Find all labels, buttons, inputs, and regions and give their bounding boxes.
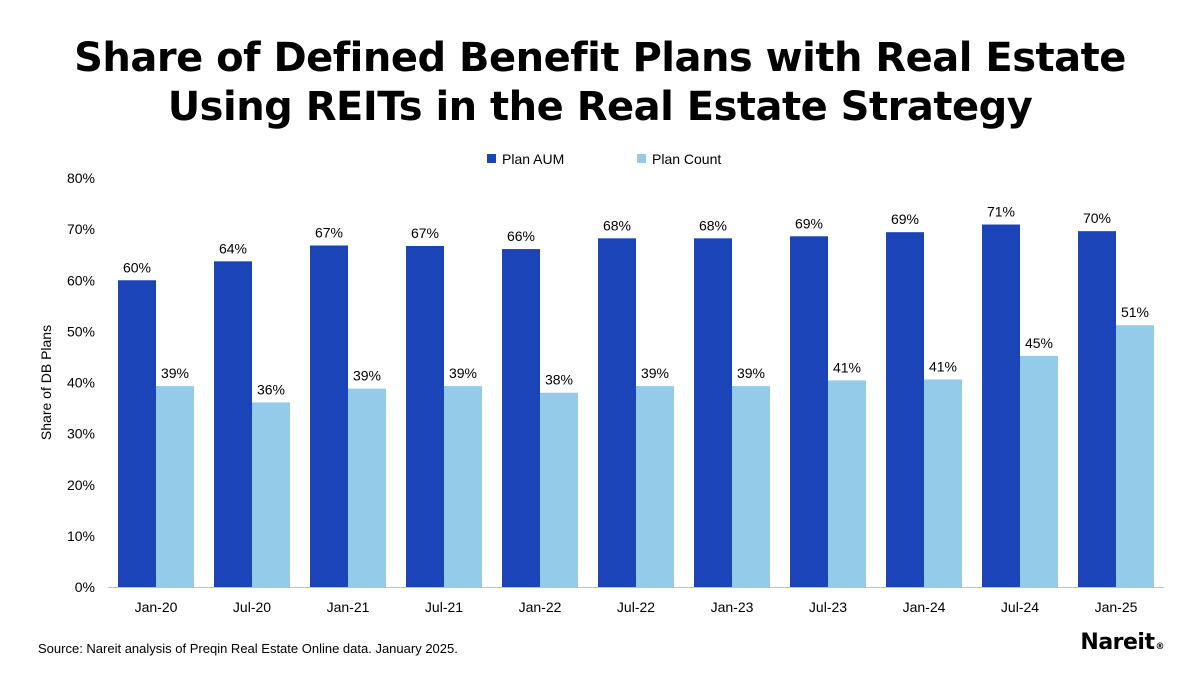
data-label-plan-count: 38% — [545, 372, 573, 388]
y-tick-label: 40% — [67, 375, 95, 391]
data-label-plan-aum: 68% — [603, 217, 631, 233]
x-tick-label: Jul-23 — [809, 599, 847, 615]
category-group-Jul-21: 67% 39% — [406, 225, 482, 587]
bar-plan-count — [348, 388, 386, 587]
data-label-plan-count: 39% — [161, 365, 189, 381]
logo-text: Nareit — [1080, 630, 1155, 655]
category-group-Jan-21: 67% 39% — [310, 224, 386, 588]
bar-plan-aum — [982, 224, 1020, 587]
x-tick-label: Jan-25 — [1095, 599, 1138, 615]
bars: 60% 39% 64% 36% 67% 39% 67% 39% 66% 38% 68% 39% 68% 3… — [118, 204, 1154, 588]
category-group-Jan-24: 69% 41% — [886, 211, 962, 587]
bar-plan-aum — [406, 245, 444, 587]
x-tick-label: Jul-20 — [233, 599, 271, 615]
bar-plan-count — [1116, 325, 1154, 587]
y-axis-title: Share of DB Plans — [38, 325, 54, 440]
chart-title-line-2: Using REITs in the Real Estate Strategy — [167, 84, 1033, 130]
bar-plan-count — [156, 386, 194, 587]
category-group-Jan-25: 70% 51% — [1078, 210, 1154, 588]
y-tick-label: 30% — [67, 426, 95, 442]
y-tick-label: 50% — [67, 323, 95, 339]
bar-plan-aum — [598, 238, 636, 587]
data-label-plan-aum: 70% — [1083, 210, 1111, 226]
data-label-plan-aum: 67% — [315, 224, 343, 240]
x-tick-label: Jan-21 — [327, 599, 370, 615]
data-label-plan-count: 51% — [1121, 304, 1149, 320]
chart-title: Share of Defined Benefit Plans with Real… — [0, 34, 1200, 132]
data-label-plan-count: 39% — [449, 365, 477, 381]
y-tick-label: 20% — [67, 477, 95, 493]
x-tick-label: Jul-22 — [617, 599, 655, 615]
y-tick-label: 60% — [67, 272, 95, 288]
data-label-plan-count: 39% — [641, 365, 669, 381]
category-group-Jul-24: 71% 45% — [982, 204, 1058, 587]
data-label-plan-aum: 68% — [699, 217, 727, 233]
y-tick-label: 10% — [67, 528, 95, 544]
data-label-plan-count: 39% — [353, 368, 381, 384]
x-tick-label: Jan-20 — [135, 599, 178, 615]
category-group-Jul-22: 68% 39% — [598, 217, 674, 587]
bar-plan-count — [252, 402, 290, 587]
data-label-plan-count: 39% — [737, 365, 765, 381]
registered-mark-icon: ® — [1155, 642, 1165, 652]
nareit-logo: Nareit® — [1080, 630, 1164, 655]
bar-plan-aum — [502, 249, 540, 587]
x-tick-label: Jan-24 — [903, 599, 946, 615]
x-tick-label: Jan-22 — [519, 599, 562, 615]
bar-plan-count — [828, 380, 866, 587]
data-label-plan-count: 41% — [833, 359, 861, 375]
bar-plan-count — [924, 379, 962, 587]
data-label-plan-aum: 66% — [507, 228, 535, 244]
bar-plan-aum — [886, 232, 924, 587]
legend-item-plan-count: Plan Count — [637, 151, 721, 167]
source-note: Source: Nareit analysis of Preqin Real E… — [38, 641, 458, 656]
x-tick-label: Jul-24 — [1001, 599, 1039, 615]
category-group-Jan-22: 66% 38% — [502, 228, 578, 587]
bar-plan-count — [1020, 355, 1058, 587]
legend-swatch — [487, 154, 496, 163]
legend-label: Plan AUM — [502, 151, 564, 167]
y-tick-label: 70% — [67, 221, 95, 237]
bar-plan-aum — [694, 238, 732, 587]
chart-title-line-1: Share of Defined Benefit Plans with Real… — [74, 35, 1126, 81]
legend: Plan AUM Plan Count — [487, 151, 721, 167]
x-tick-label: Jan-23 — [711, 599, 754, 615]
data-label-plan-aum: 67% — [411, 225, 439, 241]
data-label-plan-count: 41% — [929, 358, 957, 374]
data-label-plan-aum: 71% — [987, 204, 1015, 220]
bar-plan-aum — [214, 261, 252, 587]
bar-plan-count — [732, 386, 770, 587]
category-group-Jul-23: 69% 41% — [790, 215, 866, 587]
category-group-Jul-20: 64% 36% — [214, 240, 290, 587]
x-tick-label: Jul-21 — [425, 599, 463, 615]
legend-label: Plan Count — [652, 151, 721, 167]
y-tick-label: 80% — [67, 170, 95, 186]
bar-plan-aum — [1078, 231, 1116, 588]
data-label-plan-aum: 69% — [891, 211, 919, 227]
y-axis: 0% 10% 20% 30% 40% 50% 60% 70% 80% Share of DB Pl… — [38, 170, 95, 595]
data-label-plan-count: 36% — [257, 381, 285, 397]
data-label-plan-aum: 60% — [123, 259, 151, 275]
category-group-Jan-23: 68% 39% — [694, 217, 770, 587]
category-group-Jan-20: 60% 39% — [118, 259, 194, 587]
bar-plan-aum — [118, 280, 156, 587]
y-tick-label: 0% — [75, 579, 95, 595]
bar-plan-count — [636, 386, 674, 587]
data-label-plan-aum: 64% — [219, 240, 247, 256]
data-label-plan-aum: 69% — [795, 215, 823, 231]
legend-item-plan-aum: Plan AUM — [487, 151, 564, 167]
bar-plan-count — [540, 392, 578, 587]
bar-plan-aum — [790, 236, 828, 587]
bar-plan-count — [444, 386, 482, 587]
bar-plan-aum — [310, 245, 348, 588]
data-label-plan-count: 45% — [1025, 335, 1053, 351]
x-axis: Jan-20 Jul-20 Jan-21 Jul-21 Jan-22 Jul-22 Jan-… — [108, 587, 1164, 615]
legend-swatch — [637, 154, 646, 163]
